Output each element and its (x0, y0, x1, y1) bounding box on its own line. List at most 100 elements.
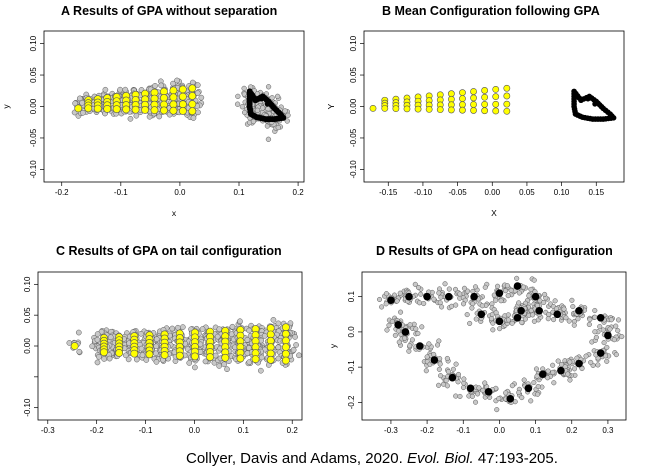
panel-b: B Mean Configuration following GPA -0.15 -… (326, 4, 625, 218)
cloud-point (96, 353, 102, 360)
cloud-point (579, 365, 585, 372)
cloud-point (194, 90, 201, 96)
cloud-point (292, 334, 298, 340)
head-landmark (531, 292, 540, 301)
cloud-point (445, 369, 451, 375)
cloud-point (138, 330, 144, 337)
x-tick-label: -0.1 (456, 426, 470, 435)
cloud-point (488, 316, 494, 322)
cloud-point (383, 301, 389, 307)
landmark-point (160, 351, 169, 359)
landmark-point (503, 84, 511, 92)
cloud-point (561, 306, 567, 312)
landmark-point (481, 87, 489, 94)
cloud-point (94, 336, 101, 343)
cloud-point (199, 326, 206, 332)
cloud-point (285, 112, 291, 118)
cloud-point (571, 322, 577, 328)
landmark-point (481, 101, 489, 108)
plot-area (66, 316, 302, 374)
head-landmark (423, 292, 431, 301)
landmark-point (470, 94, 477, 102)
x-tick-label: -0.2 (55, 188, 69, 197)
citation-journal: Evol. Biol. (406, 450, 474, 467)
y-tick-label: 0.10 (23, 276, 32, 292)
cloud-point (476, 385, 482, 391)
cloud-point (595, 362, 601, 368)
cloud-point (583, 353, 589, 359)
cloud-point (125, 356, 132, 363)
landmark-point (145, 350, 154, 359)
landmark-point (84, 104, 93, 113)
cloud-point (570, 303, 576, 310)
cloud-point (379, 304, 385, 310)
cloud-point (519, 319, 525, 326)
x-tick-label: -0.3 (41, 426, 55, 435)
cloud-point (257, 367, 264, 374)
head-landmark (394, 321, 402, 329)
y-tick-label: 0.1 (347, 291, 356, 303)
cloud-point (495, 283, 501, 289)
landmark-point (206, 353, 214, 361)
cloud-point (516, 290, 522, 296)
cloud-point (535, 383, 541, 390)
cloud-point (613, 352, 619, 358)
cloud-point (522, 316, 528, 322)
cloud-point (516, 300, 522, 306)
cloud-point (122, 352, 129, 359)
cloud-point (472, 399, 479, 405)
landmark-point (70, 342, 79, 350)
x-tick-label: 0.3 (602, 426, 614, 435)
cloud-point (475, 391, 481, 397)
landmark-point (436, 106, 444, 114)
cloud-point (453, 361, 459, 367)
cloud-point (194, 82, 201, 88)
cloud-point (290, 347, 297, 353)
x-tick-label: 0.0 (189, 426, 201, 435)
head-landmark (387, 296, 395, 304)
cloud-point (424, 354, 430, 360)
x-tick-label: -0.10 (414, 188, 433, 197)
cloud-point (216, 363, 223, 369)
landmark-point (492, 100, 500, 108)
landmark-point (188, 100, 197, 109)
cloud-point (402, 335, 408, 341)
y-tick-label: -0.10 (23, 398, 32, 417)
cloud-point (559, 361, 565, 368)
landmark-point (425, 105, 433, 113)
cloud-point (79, 99, 85, 106)
cloud-point (76, 348, 83, 355)
panel-title: B Mean Configuration following GPA (382, 4, 600, 18)
cloud-point (545, 316, 551, 322)
head-landmark (596, 349, 605, 357)
landmark-point (178, 107, 187, 115)
landmark-point (492, 93, 500, 101)
cloud-point (179, 324, 186, 330)
head-landmark (495, 317, 504, 326)
cloud-point (265, 136, 272, 142)
cloud-point (530, 312, 536, 318)
landmark-point (503, 107, 511, 115)
cloud-point (482, 380, 488, 386)
cloud-point (261, 332, 268, 339)
cloud-point (457, 393, 463, 400)
cloud-point (555, 358, 561, 364)
head-landmark (517, 306, 525, 315)
cloud-point (436, 366, 442, 372)
cloud-point (254, 107, 261, 113)
cloud-point (384, 327, 390, 333)
cloud-point (89, 343, 96, 350)
cloud-point (431, 296, 437, 302)
head-landmark (401, 328, 410, 336)
head-landmark (477, 310, 486, 319)
cloud-point (407, 343, 413, 349)
cloud-point (470, 301, 476, 307)
landmark-point (178, 85, 187, 94)
cloud-point (419, 324, 425, 330)
landmark-point (169, 93, 178, 102)
y-tick-label: -0.2 (347, 395, 356, 409)
x-tick-label: 0.1 (233, 188, 245, 197)
cloud-point (244, 336, 251, 343)
x-tick-label: -0.2 (420, 426, 434, 435)
y-axis-label: y (328, 343, 338, 348)
